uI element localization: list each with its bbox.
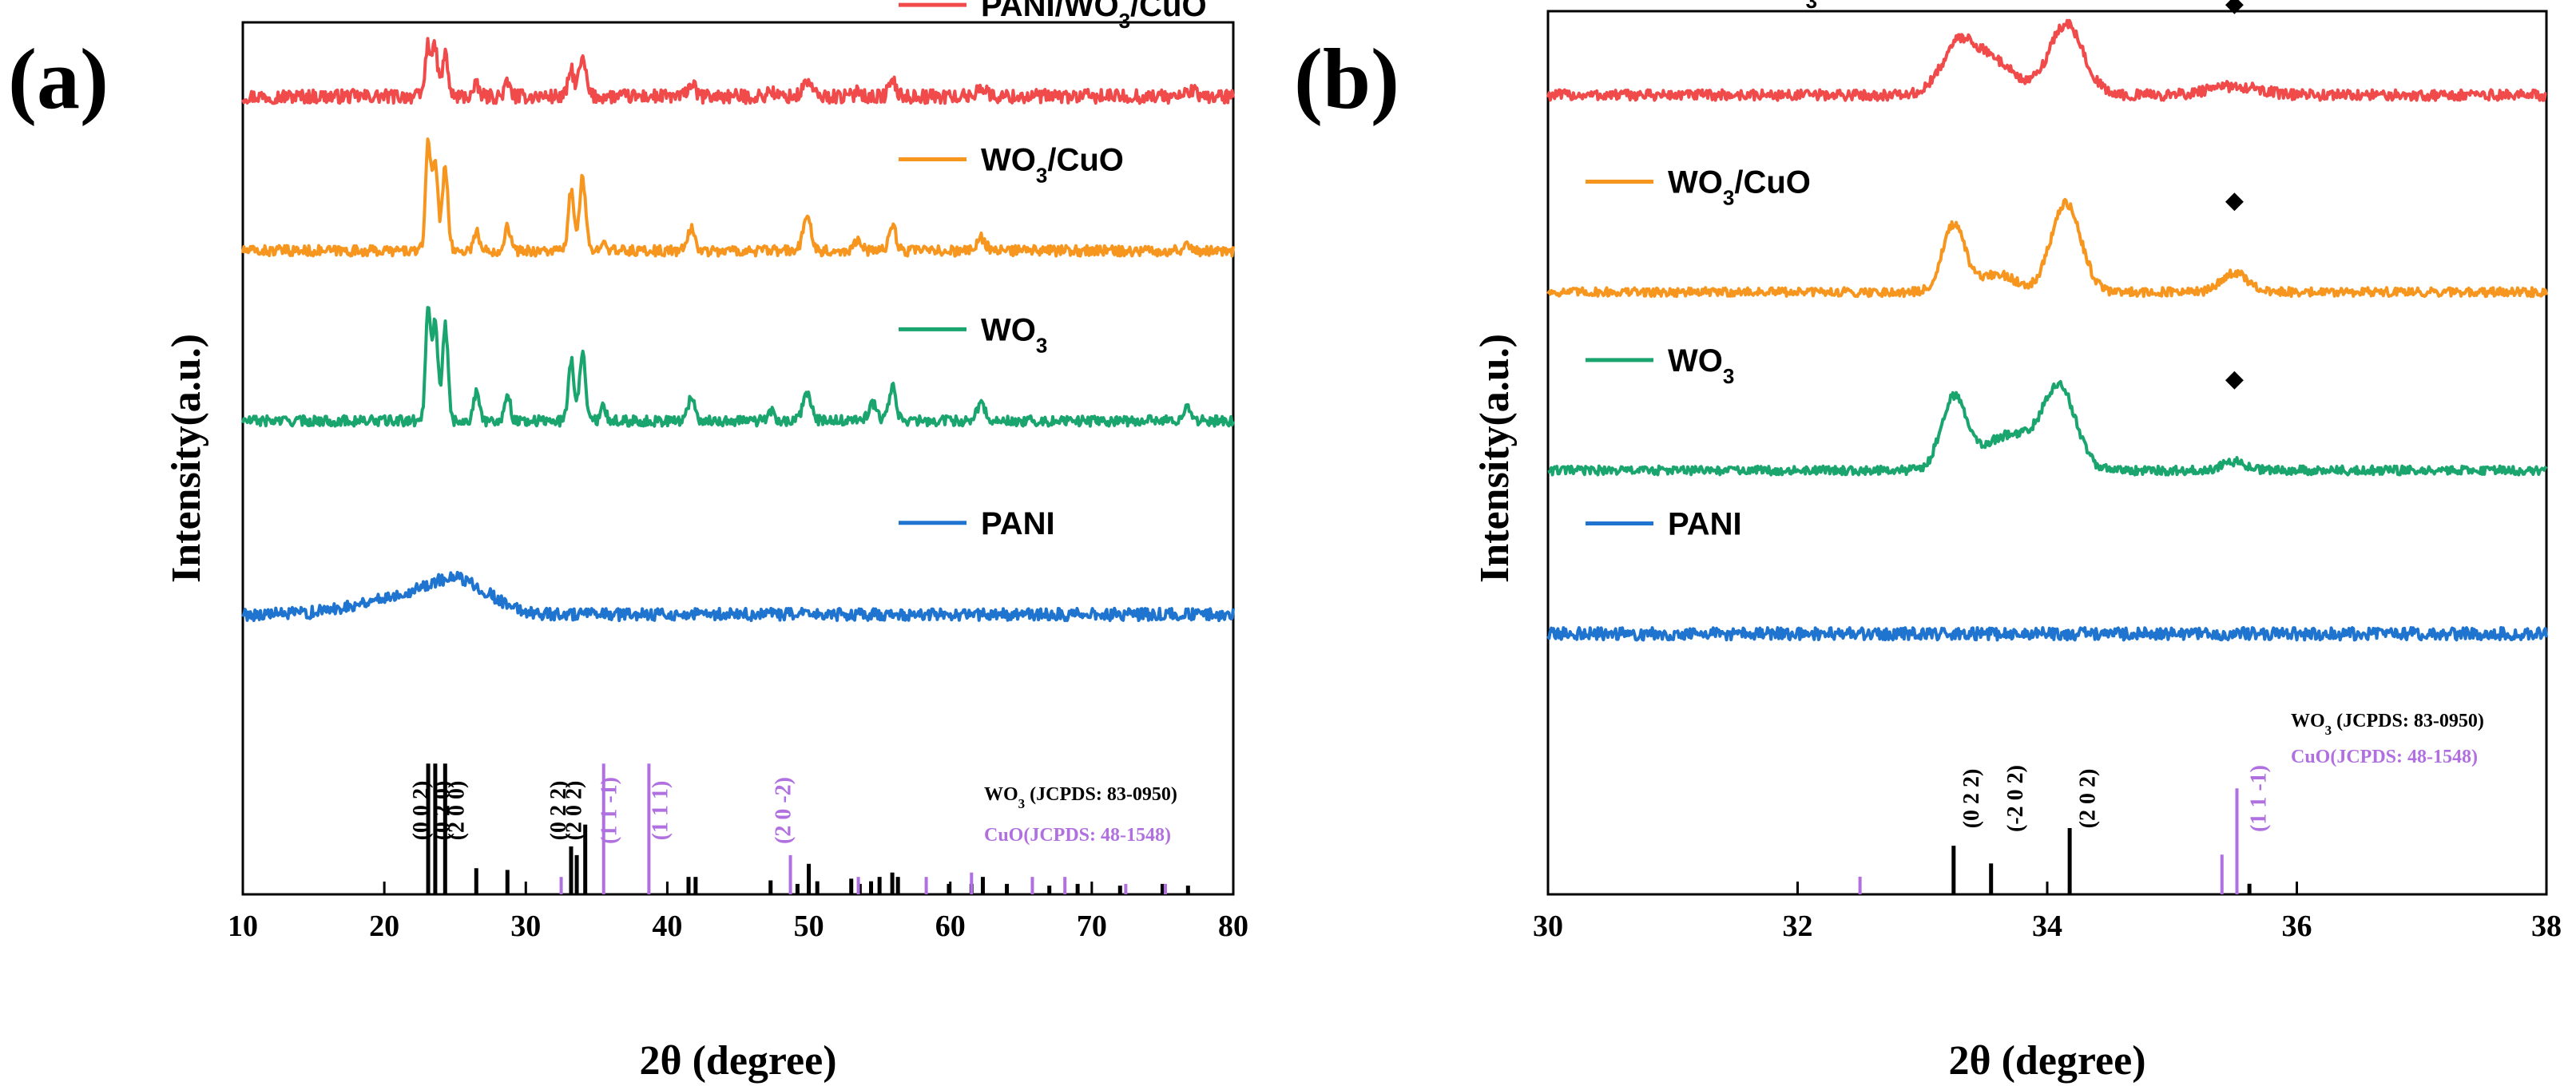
x-tick-label-70: 70 <box>1077 910 1107 943</box>
hkl-label: (0 2 0) <box>431 781 455 841</box>
x-tick-label-50: 50 <box>794 910 824 943</box>
x-tick-label-40: 40 <box>652 910 682 943</box>
cuo-peak-marker: ◆ <box>2225 366 2244 392</box>
panel-b-legend: PANI/WO3/CuO WO3/CuO WO3 PANI <box>1586 0 1894 541</box>
wo3-reference-label: WO3 (JCPDS: 83-0950) <box>2291 711 2484 738</box>
series-line-pani <box>1546 626 2548 642</box>
cuo-peak-marker: ◆ <box>2225 0 2244 17</box>
legend-label-wo3-cuo: WO3/CuO <box>1668 164 1811 209</box>
legend-label-wo3: WO3 <box>1668 343 1734 388</box>
series-line-pani <box>241 570 1235 623</box>
panel-a-series <box>241 37 1235 623</box>
panel-b-y-axis-title: Intensity(a.u.) <box>1472 334 1518 583</box>
x-tick-label-30: 30 <box>510 910 541 943</box>
series-line-pani-wo3-cuo <box>1546 18 2547 102</box>
hkl-label: (0 0 2) <box>409 781 434 841</box>
panel-b-hkl-labels: (0 2 2) (-2 0 2) (2 0 2) (1 1 -1) <box>1959 765 2271 832</box>
hkl-label: (-2 0 2) <box>2003 765 2028 832</box>
hkl-label: (2 0 -2) <box>772 777 796 844</box>
panel-a-y-axis-title: Intensity(a.u.) <box>164 334 209 583</box>
hkl-label: (0 2 2) <box>1959 769 1984 829</box>
panel-b: (b) (0 2 2) (-2 0 2) (2 0 2) (1 1 -1) ◆ ◆ ◆ P… <box>1294 0 2562 1084</box>
hkl-label: (2 0 0) <box>444 781 469 841</box>
legend-label-wo3: WO3 <box>981 312 1047 357</box>
x-tick-label-36: 36 <box>2282 910 2312 943</box>
legend-label-pani: PANI <box>1668 506 1742 541</box>
panel-a: (a) (0 0 2)(0 2 0)(2 0 0) (0 2 2)(2 0 2)(… <box>8 0 1248 1084</box>
panel-b-reference-sticks <box>1858 788 2252 894</box>
cuo-peak-marker: ◆ <box>2225 188 2244 214</box>
hkl-label: (1 1 1) <box>648 781 673 841</box>
legend-label-wo3-cuo: WO3/CuO <box>981 142 1124 187</box>
legend-label-pani-wo3-cuo: PANI/WO3/CuO <box>981 0 1207 33</box>
series-line-wo3 <box>1547 379 2548 477</box>
series-line-wo3-cuo <box>1546 197 2548 299</box>
x-tick-label-20: 20 <box>369 910 399 943</box>
x-tick-label-10: 10 <box>228 910 258 943</box>
x-tick-label-38: 38 <box>2531 910 2562 943</box>
hkl-label: (1 1 -1) <box>2246 765 2271 832</box>
panel-a-x-ticks: 10 20 30 40 50 60 70 80 <box>228 882 1248 943</box>
wo3-reference-label: WO3 (JCPDS: 83-0950) <box>984 784 1177 811</box>
panel-b-x-ticks: 30 32 34 36 38 <box>1533 882 2562 943</box>
series-line-pani-wo3-cuo <box>241 37 1235 105</box>
series-line-wo3 <box>241 306 1235 428</box>
cuo-reference-label: CuO(JCPDS: 48-1548) <box>984 825 1171 846</box>
panel-a-legend: PANI/WO3/CuO WO3/CuO WO3 PANI <box>899 0 1207 541</box>
x-tick-label-32: 32 <box>1783 910 1813 943</box>
legend-label-pani-wo3-cuo: PANI/WO3/CuO <box>1668 0 1894 13</box>
panel-b-reference-labels: WO3 (JCPDS: 83-0950) CuO(JCPDS: 48-1548) <box>2291 711 2484 767</box>
panel-b-x-axis-title: 2θ (degree) <box>1948 1038 2145 1084</box>
x-tick-label-30: 30 <box>1533 910 1563 943</box>
panel-a-hkl-labels: (0 0 2)(0 2 0)(2 0 0) (0 2 2)(2 0 2) (1 1 … <box>409 777 796 844</box>
panel-b-letter: (b) <box>1294 32 1399 127</box>
x-tick-label-60: 60 <box>935 910 966 943</box>
panel-a-x-axis-title: 2θ (degree) <box>639 1038 836 1084</box>
hkl-label: (0 2 2) <box>546 781 571 841</box>
panel-a-letter: (a) <box>8 32 109 127</box>
x-tick-label-34: 34 <box>2032 910 2062 943</box>
panel-a-frame <box>241 21 1235 896</box>
panel-b-cuo-markers: ◆ ◆ ◆ <box>2225 0 2244 392</box>
hkl-label: (2 0 2) <box>562 781 586 841</box>
panel-a-reference-labels: WO3 (JCPDS: 83-0950) CuO(JCPDS: 48-1548) <box>984 784 1177 846</box>
hkl-label: (1 1 -1) <box>597 777 622 844</box>
legend-label-pani: PANI <box>981 506 1055 541</box>
x-tick-label-80: 80 <box>1218 910 1248 943</box>
cuo-reference-label: CuO(JCPDS: 48-1548) <box>2291 747 2478 767</box>
series-line-wo3-cuo <box>241 137 1235 258</box>
panel-b-series <box>1546 18 2548 642</box>
hkl-label: (2 0 2) <box>2075 769 2100 829</box>
